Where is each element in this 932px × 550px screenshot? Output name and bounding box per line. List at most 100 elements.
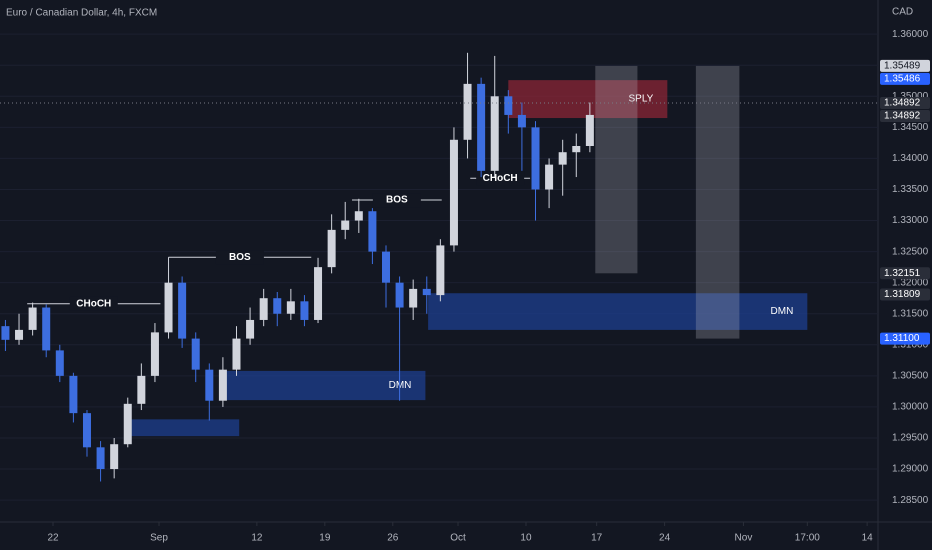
candle-body: [246, 319, 255, 339]
x-tick-label: 22: [47, 533, 59, 544]
axis-unit: CAD: [892, 7, 913, 18]
y-tick-label: 1.32500: [892, 246, 929, 257]
price-tag: [880, 288, 930, 301]
candle-body: [218, 369, 227, 401]
candle-body: [395, 282, 404, 308]
x-tick-label: 17:00: [795, 533, 820, 544]
candle-body: [314, 267, 323, 320]
x-tick-label: 19: [319, 533, 331, 544]
price-tag: [880, 59, 930, 72]
y-tick-label: 1.34000: [892, 153, 929, 164]
x-tick-label: 24: [659, 533, 671, 544]
candle-body: [28, 307, 37, 330]
price-tag: [880, 332, 930, 345]
candle-body: [55, 350, 64, 376]
chart-title: Euro / Canadian Dollar, 4h, FXCM: [6, 8, 157, 19]
structure-label: BOS: [386, 195, 408, 206]
y-tick-label: 1.28500: [892, 495, 929, 506]
price-tag-label: 1.35489: [884, 61, 921, 72]
candle-body: [354, 211, 363, 221]
candle-body: [232, 338, 241, 370]
x-tick-label: Sep: [150, 533, 168, 544]
y-tick-label: 1.33000: [892, 215, 929, 226]
candle-body: [300, 301, 309, 320]
candle-body: [259, 298, 268, 320]
candle-body: [178, 282, 187, 339]
x-tick-label: Oct: [450, 533, 466, 544]
y-tick-label: 1.30500: [892, 371, 929, 382]
zone: [224, 370, 426, 401]
candle-body: [409, 288, 418, 308]
x-tick-label: 12: [251, 533, 263, 544]
y-tick-label: 1.35000: [892, 91, 929, 102]
candle-body: [273, 298, 282, 314]
price-tag: [880, 97, 930, 110]
structure-label-bg: [69, 296, 118, 311]
price-tag-label: 1.31809: [884, 289, 921, 300]
candle-body: [137, 375, 146, 404]
x-tick-label: 10: [520, 533, 532, 544]
structure-label: CHoCH: [76, 298, 111, 309]
structure-label-bg: [215, 250, 264, 265]
candle-body: [585, 114, 594, 146]
price-tag-label: 1.31100: [884, 333, 920, 344]
y-tick-label: 1.32000: [892, 277, 929, 288]
candle-body: [327, 229, 336, 268]
candle-body: [123, 403, 132, 445]
candle-body: [368, 211, 377, 252]
candle-body: [82, 413, 91, 448]
zone: [508, 80, 668, 119]
range-box: [595, 65, 638, 274]
y-tick-label: 1.29500: [892, 433, 929, 444]
candle-body: [15, 329, 24, 340]
candle-body: [205, 369, 214, 401]
candle-body: [463, 83, 472, 140]
candle-body: [96, 447, 105, 470]
candle-body: [531, 127, 540, 190]
price-tag: [880, 267, 930, 280]
x-tick-label: 26: [387, 533, 399, 544]
y-tick-label: 1.29000: [892, 464, 929, 475]
candle-body: [517, 114, 526, 128]
structure-label: BOS: [229, 252, 251, 263]
range-box: [695, 65, 740, 339]
y-tick-label: 1.34500: [892, 122, 929, 133]
candle-body: [110, 444, 119, 470]
candle-body: [286, 301, 295, 314]
price-tag-label: 1.34892: [884, 111, 921, 122]
candle-body: [477, 83, 486, 171]
candle-body: [341, 220, 350, 230]
candle-body: [436, 245, 445, 296]
candle-body: [69, 375, 78, 414]
price-tag: [880, 110, 930, 123]
price-tag: [880, 72, 930, 85]
candle-body: [42, 307, 51, 351]
zone: [428, 293, 808, 330]
candle-body: [504, 96, 513, 115]
price-tag-label: 1.35486: [884, 74, 921, 85]
candle-body: [164, 282, 173, 333]
candle-body: [1, 326, 10, 340]
candle-body: [150, 332, 159, 376]
zone-label: DMN: [771, 306, 794, 317]
x-tick-label: Nov: [735, 533, 753, 544]
price-tag-label: 1.34892: [884, 98, 921, 109]
candle-body: [381, 251, 390, 283]
zone: [125, 419, 240, 437]
candle-body: [191, 338, 200, 370]
y-tick-label: 1.31000: [892, 339, 929, 350]
structure-label-bg: [372, 193, 421, 208]
x-tick-label: 14: [862, 533, 874, 544]
structure-label: CHoCH: [483, 173, 518, 184]
zone-label: SPLY: [628, 94, 653, 105]
price-tag-label: 1.32151: [884, 268, 921, 279]
candle-body: [422, 288, 431, 296]
candle-body: [490, 96, 499, 171]
candle-body: [545, 164, 554, 190]
structure-label-bg: [476, 171, 525, 186]
y-tick-label: 1.36000: [892, 29, 929, 40]
x-tick-label: 17: [591, 533, 603, 544]
y-tick-label: 1.31500: [892, 308, 929, 319]
